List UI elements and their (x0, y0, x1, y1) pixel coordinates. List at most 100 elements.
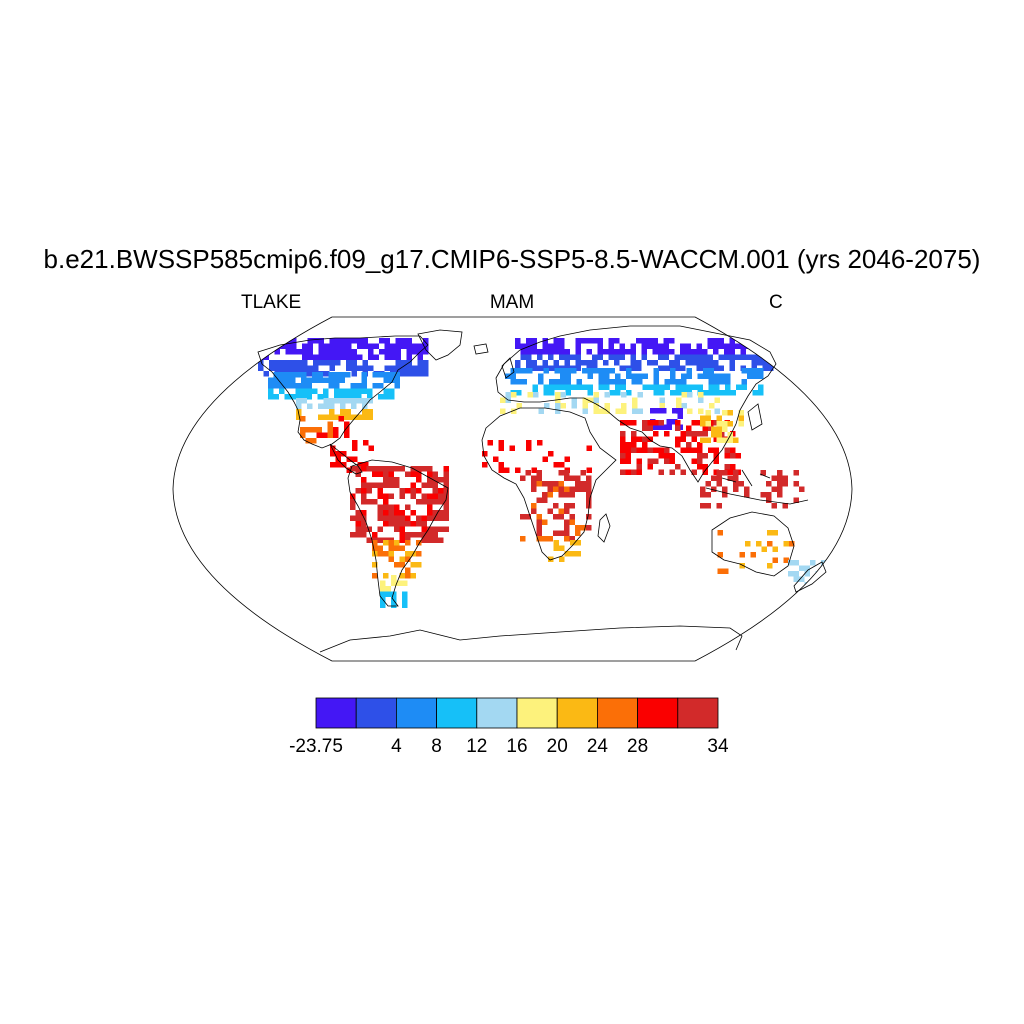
grid-cell (334, 383, 340, 389)
grid-cell (405, 532, 411, 538)
grid-cell (569, 514, 575, 520)
grid-cell (564, 360, 570, 366)
grid-cell (758, 384, 764, 390)
grid-cell (620, 442, 626, 448)
grid-cell (733, 470, 739, 476)
grid-cell (421, 526, 427, 532)
grid-cell (383, 499, 389, 505)
grid-cell (401, 338, 407, 344)
grid-cell (388, 493, 394, 499)
grid-cell (312, 377, 318, 383)
grid-cell (782, 481, 788, 487)
grid-cell (487, 440, 493, 446)
grid-cell (290, 394, 296, 400)
grid-cell (531, 503, 537, 509)
grid-cell (410, 573, 416, 579)
grid-cell (716, 481, 722, 487)
grid-cell (367, 414, 373, 420)
grid-cell (741, 379, 747, 385)
grid-cell (268, 388, 274, 394)
grid-cell (417, 343, 423, 349)
grid-cell (647, 420, 653, 426)
grid-cell (713, 365, 719, 371)
grid-cell (296, 403, 302, 409)
grid-cell (799, 576, 805, 582)
grid-cell (580, 486, 586, 492)
grid-cell (581, 338, 587, 344)
grid-cell (575, 530, 581, 536)
grid-cell (681, 392, 687, 398)
grid-cell (564, 525, 570, 531)
grid-cell (361, 466, 367, 472)
grid-cell (685, 360, 691, 366)
grid-cell (351, 349, 357, 355)
grid-cell (569, 519, 575, 525)
grid-cell (323, 398, 329, 404)
grid-cell (691, 349, 697, 355)
grid-cell (674, 360, 680, 366)
grid-cell (636, 360, 642, 366)
grid-cell (575, 354, 581, 360)
grid-cell (582, 384, 588, 390)
grid-cell (675, 384, 681, 390)
grid-cell (285, 343, 291, 349)
grid-cell (363, 440, 369, 446)
grid-cell (669, 453, 675, 459)
grid-cell (532, 384, 538, 390)
grid-cell (719, 390, 725, 396)
grid-cell (799, 486, 805, 492)
grid-cell (582, 368, 588, 374)
grid-cell (782, 475, 788, 481)
grid-cell (357, 354, 363, 360)
grid-cell (438, 510, 444, 516)
grid-cell (677, 408, 683, 414)
grid-cell (559, 343, 565, 349)
grid-cell (642, 420, 648, 426)
grid-cell (384, 365, 390, 371)
grid-cell (388, 540, 394, 546)
grid-cell (443, 526, 449, 532)
grid-cell (357, 462, 363, 468)
grid-cell (658, 349, 664, 355)
grid-cell (604, 392, 610, 398)
grid-cell (586, 514, 592, 520)
grid-cell (300, 432, 306, 438)
grid-cell (676, 397, 682, 403)
grid-cell (641, 354, 647, 360)
grid-cell (717, 552, 723, 558)
grid-cell (399, 537, 405, 543)
grid-cell (405, 515, 411, 521)
grid-cell (702, 469, 708, 475)
grid-cell (619, 354, 625, 360)
grid-cell (637, 392, 643, 398)
grid-cell (733, 481, 739, 487)
grid-cell (804, 565, 810, 571)
grid-cell (586, 467, 592, 473)
grid-cell (560, 379, 566, 385)
grid-cell (772, 546, 778, 552)
grid-cell (652, 343, 658, 349)
grid-cell (680, 469, 686, 475)
grid-cell (614, 354, 620, 360)
grid-cell (399, 466, 405, 472)
grid-cell (559, 349, 565, 355)
grid-cell (711, 486, 717, 492)
grid-cell (700, 437, 706, 443)
grid-cell (421, 532, 427, 538)
grid-cell (580, 481, 586, 487)
grid-cell (745, 541, 751, 547)
grid-cell (619, 343, 625, 349)
grid-cell (680, 447, 686, 453)
grid-cell (681, 403, 687, 409)
grid-cell (560, 368, 566, 374)
grid-cell (713, 458, 719, 464)
grid-cell (691, 360, 697, 366)
grid-cell (762, 365, 768, 371)
grid-cell (570, 540, 576, 546)
grid-cell (285, 365, 291, 371)
grid-cell (625, 447, 631, 453)
grid-cell (716, 426, 722, 432)
grid-cell (565, 379, 571, 385)
colorbar-tick-label: 4 (391, 736, 402, 757)
grid-cell (658, 420, 664, 426)
